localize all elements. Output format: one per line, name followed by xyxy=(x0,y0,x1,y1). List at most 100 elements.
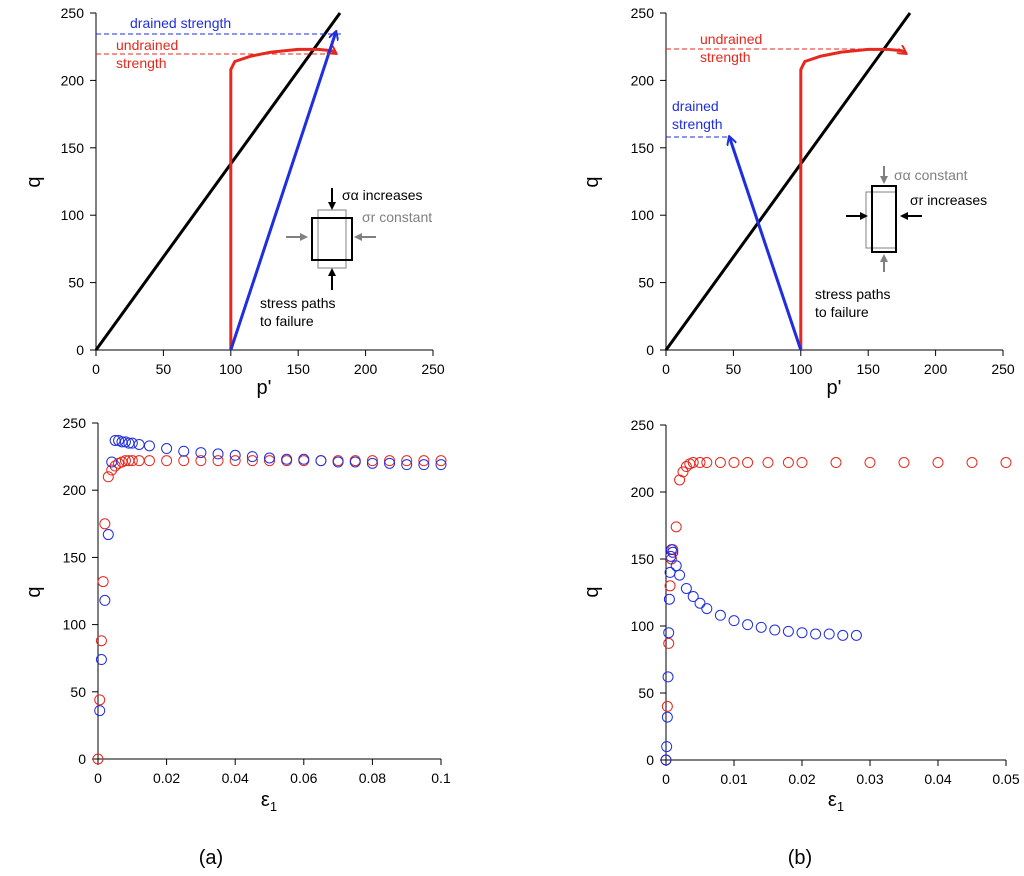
chart-a-stress-paths: 0 50 100 150 200 250 0 50 100 150 200 250 p' q draine… xyxy=(23,5,445,399)
axes: 0 0.02 0.04 0.06 0.08 0.1 0 50 100 150 200 250 ε1 q xyxy=(23,415,451,814)
drained-point xyxy=(95,654,107,666)
drained-point xyxy=(133,439,145,451)
undrained-point xyxy=(264,455,275,467)
axes: 0 50 100 150 200 250 0 50 100 150 200 250 p' q xyxy=(581,5,1015,399)
drained-point xyxy=(670,560,682,572)
x-tick-label: 0.01 xyxy=(720,771,747,787)
x-tick-label: 0 xyxy=(94,770,102,786)
drained-label-2: strength xyxy=(672,116,723,132)
y-tick-label: 0 xyxy=(76,342,84,358)
undrained-point xyxy=(126,455,138,467)
y-tick-label: 50 xyxy=(638,275,654,291)
drained-point xyxy=(143,440,155,452)
drained-point xyxy=(674,569,686,581)
undrained-point xyxy=(932,457,944,469)
drained-point xyxy=(664,566,676,578)
drained-point xyxy=(850,629,862,641)
undrained-label-2: strength xyxy=(116,55,167,71)
undrained-point xyxy=(401,455,413,467)
drained-point xyxy=(161,443,173,455)
drained-point xyxy=(663,627,675,639)
drained-point xyxy=(212,448,224,460)
drained-point xyxy=(728,615,740,627)
chart-b-stress-paths: 0 50 100 150 200 250 0 50 100 150 200 250 p' q undrai… xyxy=(581,5,1015,399)
drained-point xyxy=(349,456,361,468)
sigma-a-label: σα constant xyxy=(894,167,968,183)
sigma-r-label: σr increases xyxy=(910,192,987,208)
x-tick-label: 0.1 xyxy=(431,770,451,786)
undrained-point xyxy=(1000,457,1012,469)
drained-point xyxy=(195,447,207,459)
drained-point xyxy=(281,453,293,465)
x-axis-label: p' xyxy=(257,377,272,399)
drained-point xyxy=(694,597,706,609)
axes: 0 0.01 0.02 0.03 0.04 0.05 0 50 100 150 200 250 ε1 q xyxy=(581,417,1020,814)
x-axis-label: p' xyxy=(827,377,842,399)
x-axis-label: ε1 xyxy=(261,789,277,814)
undrained-point xyxy=(95,635,107,647)
drained-point xyxy=(366,457,378,469)
undrained-point xyxy=(418,455,430,467)
y-tick-label: 100 xyxy=(631,207,655,223)
drained-label-1: drained xyxy=(672,98,719,114)
undrained-label-2: strength xyxy=(700,49,751,65)
undrained-point xyxy=(195,455,207,467)
undrained-point xyxy=(384,455,396,467)
y-axis-label: q xyxy=(23,586,45,597)
x-tick-label: 0.02 xyxy=(788,771,815,787)
drained-point xyxy=(742,619,754,631)
drained-point xyxy=(662,671,674,683)
undrained-point xyxy=(830,457,842,469)
undrained-point xyxy=(664,580,676,592)
y-tick-label: 200 xyxy=(63,482,87,498)
undrained-point xyxy=(92,753,104,765)
drained-point xyxy=(680,582,692,594)
drained-point xyxy=(661,741,673,753)
sigma-a-label: σα increases xyxy=(342,187,423,203)
drained-point xyxy=(823,628,835,640)
drained-point xyxy=(810,628,822,640)
x-tick-label: 250 xyxy=(421,361,445,377)
drained-point xyxy=(663,593,675,605)
y-tick-label: 200 xyxy=(631,484,655,500)
drained-point xyxy=(332,456,344,468)
x-tick-label: 0.06 xyxy=(290,770,317,786)
x-tick-label: 50 xyxy=(726,361,742,377)
undrained-point xyxy=(229,455,241,467)
marks xyxy=(94,12,342,351)
y-tick-label: 200 xyxy=(61,72,85,88)
y-tick-label: 150 xyxy=(61,140,85,156)
undrained-point xyxy=(796,457,808,469)
stress-paths-label-1: stress paths xyxy=(815,286,890,302)
drained-point xyxy=(418,459,430,471)
drained-point xyxy=(102,529,114,541)
undrained-point xyxy=(435,455,447,467)
y-tick-label: 200 xyxy=(631,72,655,88)
undrained-point xyxy=(99,518,111,530)
drained-point xyxy=(435,459,447,471)
y-tick-label: 100 xyxy=(61,207,85,223)
x-tick-label: 250 xyxy=(991,361,1015,377)
x-tick-label: 0 xyxy=(662,771,670,787)
x-tick-label: 0.08 xyxy=(359,770,386,786)
drained-path-line xyxy=(229,32,336,351)
y-tick-label: 250 xyxy=(631,5,655,21)
undrained-point xyxy=(898,457,910,469)
undrained-point xyxy=(661,700,673,712)
undrained-point xyxy=(663,637,675,649)
undrained-point xyxy=(109,460,121,472)
x-tick-label: 100 xyxy=(219,361,243,377)
undrained-point xyxy=(102,471,114,483)
x-tick-label: 200 xyxy=(924,361,948,377)
drained-point xyxy=(264,452,275,464)
critical-state-line-line xyxy=(94,12,342,351)
undrained-point xyxy=(680,461,692,473)
y-axis-label: q xyxy=(23,176,45,187)
critical-state-line-line xyxy=(664,12,912,351)
x-tick-label: 150 xyxy=(857,361,881,377)
y-tick-label: 150 xyxy=(631,140,655,156)
undrained-point xyxy=(782,457,794,469)
undrained-point xyxy=(701,457,713,469)
specimen-deformed xyxy=(871,185,897,253)
undrained-point xyxy=(161,455,173,467)
